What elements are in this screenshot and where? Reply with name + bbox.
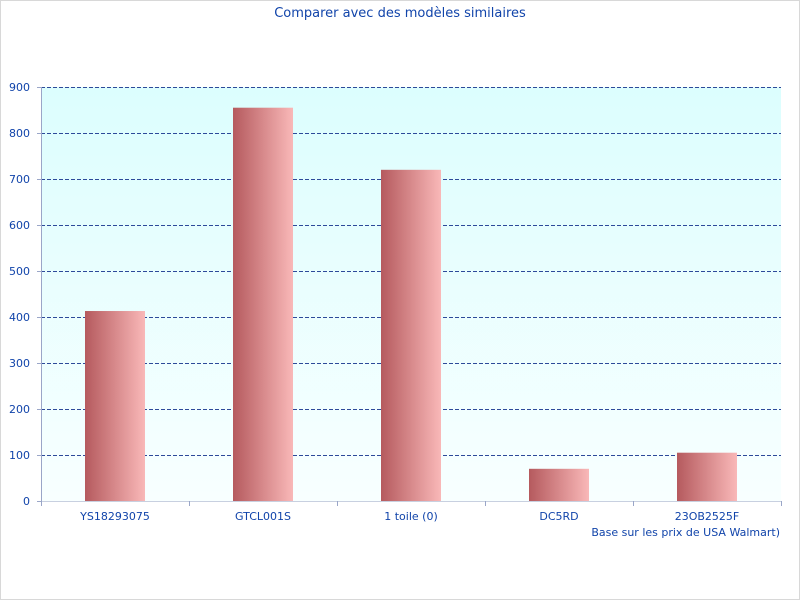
y-tick-label: 900 xyxy=(9,81,30,94)
source-note: Base sur les prix de USA Walmart) xyxy=(591,526,780,539)
x-tick-label: YS18293075 xyxy=(79,510,150,523)
y-tick-label: 700 xyxy=(9,173,30,186)
y-tick-label: 600 xyxy=(9,219,30,232)
bar xyxy=(677,452,737,501)
y-tick-label: 100 xyxy=(9,449,30,462)
y-tick-label: 200 xyxy=(9,403,30,416)
bar xyxy=(529,468,589,501)
x-tick-label: 23OB2525F xyxy=(675,510,740,523)
y-tick-label: 400 xyxy=(9,311,30,324)
y-tick-label: 500 xyxy=(9,265,30,278)
y-tick-label: 800 xyxy=(9,127,30,140)
bar xyxy=(85,311,145,501)
x-tick-label: GTCL001S xyxy=(235,510,291,523)
y-tick-label: 0 xyxy=(23,495,30,508)
y-tick-label: 300 xyxy=(9,357,30,370)
x-tick-label: 1 toile (0) xyxy=(384,510,438,523)
chart-title: Comparer avec des modèles similaires xyxy=(274,6,526,21)
x-tick-label: DC5RD xyxy=(539,510,578,523)
bar xyxy=(233,107,293,501)
bar xyxy=(381,169,441,502)
